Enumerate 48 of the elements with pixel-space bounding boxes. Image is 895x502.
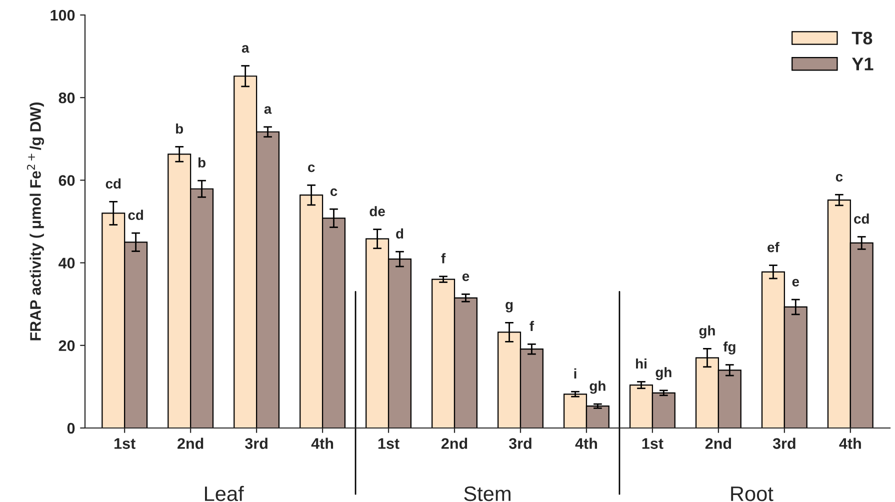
data-label: c: [308, 164, 315, 172]
data-label: f: [441, 253, 446, 264]
y-tick-label: 60: [58, 175, 75, 186]
x-tick-label: 2nd: [441, 438, 468, 449]
data-label: cd: [106, 178, 121, 189]
data-label: i: [574, 368, 576, 378]
data-label: fg: [723, 341, 736, 354]
y-tick-label: 40: [58, 258, 75, 268]
x-tick-label: 2nd: [705, 438, 732, 449]
text: Stem: [464, 486, 510, 502]
legend-label: T8: [852, 32, 872, 45]
legend-label: Y1: [852, 58, 874, 70]
data-label: a: [264, 106, 272, 114]
y-axis-title: FRAP activity ( μmol Fe$^{2+}$/g DW): [26, 102, 44, 340]
x-tick-label: 4th: [839, 438, 861, 449]
data-label: gh: [656, 367, 672, 380]
data-label: f: [530, 320, 534, 331]
data-label: b: [176, 123, 184, 134]
text: Root: [731, 486, 774, 502]
x-tick-label: 4th: [311, 438, 334, 449]
data-label: d: [396, 228, 404, 239]
data-label: de: [370, 206, 385, 216]
data-label: cd: [854, 214, 869, 224]
y-tick-label: 0: [67, 422, 75, 434]
data-label: hi: [636, 358, 646, 369]
data-label: g: [506, 302, 513, 312]
data-label: ef: [768, 242, 780, 252]
x-tick-label: 3rd: [508, 438, 532, 449]
x-tick-label: 1st: [114, 438, 136, 449]
text: Leaf: [205, 486, 244, 502]
data-label: e: [462, 274, 470, 282]
x-tick-label: 4th: [575, 438, 597, 449]
x-tick-label: 3rd: [772, 438, 796, 449]
data-label: gh: [590, 380, 606, 394]
data-label: a: [242, 45, 250, 53]
x-tick-label: 1st: [378, 438, 400, 449]
x-tick-label: 1st: [642, 438, 664, 449]
data-label: gh: [699, 325, 715, 338]
y-tick-label: 20: [58, 340, 75, 352]
data-label: c: [330, 188, 338, 196]
data-label: c: [836, 174, 843, 182]
x-tick-label: 2nd: [178, 438, 204, 449]
x-tick-label: 3rd: [245, 438, 268, 449]
data-label: cd: [128, 210, 143, 220]
data-label: e: [792, 278, 800, 286]
y-tick-label: 100: [50, 10, 75, 21]
y-tick-label: 80: [58, 92, 75, 104]
data-label: b: [198, 157, 206, 168]
